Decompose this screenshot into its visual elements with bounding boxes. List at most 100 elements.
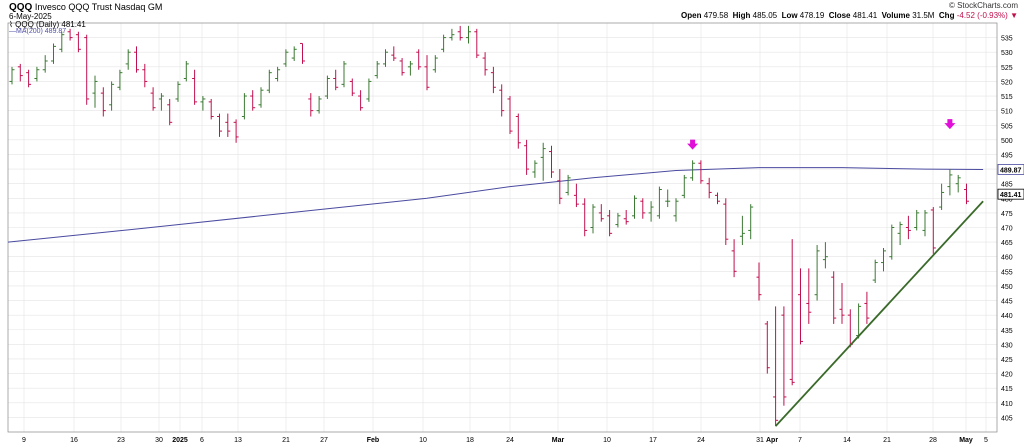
- ohlc-bar: [383, 49, 388, 67]
- legend-ma: —MA(200) 489.87: [9, 28, 66, 35]
- x-tick-label: 10: [419, 437, 427, 444]
- y-tick-label: 420: [1001, 372, 1013, 379]
- down-arrow-icon: [944, 119, 956, 130]
- ohlc-bar: [158, 93, 164, 111]
- ohlc-bar: [872, 259, 878, 284]
- low-label: Low: [781, 11, 798, 20]
- ohlc-bar: [9, 66, 15, 85]
- ohlc-bar: [100, 87, 106, 117]
- ohlc-bar: [300, 42, 305, 64]
- ohlc-bar: [125, 49, 131, 70]
- x-tick-label: 14: [843, 437, 851, 444]
- y-tick-label: 510: [1001, 109, 1013, 116]
- legend-price-icon: ⌇: [9, 20, 13, 29]
- ohlc-bar: [881, 247, 886, 272]
- ohlc-bar: [333, 69, 339, 91]
- ohlc-bar: [781, 306, 787, 406]
- y-tick-label: 470: [1001, 226, 1013, 233]
- ohlc-bar: [731, 239, 737, 278]
- y-tick-label: 515: [1001, 94, 1013, 101]
- ohlc-bars: [9, 25, 969, 427]
- ohlc-bar: [51, 43, 56, 64]
- ohlc-bar: [640, 198, 646, 219]
- ohlc-bar: [607, 209, 613, 237]
- legend-price-label: QQQ (Daily) 481.41: [15, 20, 86, 29]
- volume-value: 31.5M: [912, 11, 935, 20]
- ohlc-bar: [615, 212, 621, 228]
- y-tick-label: 425: [1001, 357, 1013, 364]
- ma-200-line: [7, 167, 984, 243]
- plot-frame: [7, 22, 998, 433]
- y-tick-label: 415: [1001, 386, 1013, 393]
- y-tick-label: 530: [1001, 50, 1013, 57]
- y-tick-label: 450: [1001, 284, 1013, 291]
- ohlc-bar: [822, 242, 828, 269]
- ohlc-bar: [142, 63, 148, 88]
- ohlc-bar: [540, 142, 546, 181]
- ohlc-bar: [441, 34, 447, 53]
- ohlc-bar: [324, 75, 330, 99]
- y-tick-label: 410: [1001, 401, 1013, 408]
- last-close-tag-box: [997, 188, 1024, 200]
- volume-label: Volume: [881, 11, 910, 20]
- ohlc-bar: [889, 224, 895, 260]
- ohlc-bar: [748, 204, 754, 240]
- ohlc-bar: [200, 96, 206, 111]
- x-tick-label: 9: [22, 437, 26, 444]
- ohlc-stats: Open 479.58 High 485.05 Low 478.19 Close…: [681, 11, 1018, 20]
- ohlc-bar: [698, 160, 704, 184]
- ohlc-bar: [109, 81, 115, 111]
- ohlc-bar: [490, 66, 496, 94]
- ohlc-bar: [217, 113, 222, 137]
- ohlc-bar: [225, 113, 231, 137]
- ohlc-bar: [308, 93, 314, 117]
- ohlc-bar: [432, 55, 438, 73]
- ohlc-bar: [964, 183, 969, 205]
- y-tick-label: 495: [1001, 152, 1013, 159]
- ohlc-bar: [524, 139, 530, 175]
- ohlc-bar: [839, 283, 845, 324]
- ohlc-bar: [947, 169, 953, 196]
- ma-value-tag-box: [997, 164, 1024, 175]
- x-tick-label: 28: [929, 437, 937, 444]
- ohlc-bar: [590, 204, 596, 234]
- support-trendline: [774, 200, 984, 427]
- ohlc-bar: [897, 221, 903, 246]
- ohlc-bar: [341, 60, 347, 88]
- close-value: 481.41: [852, 11, 878, 20]
- ohlc-bar: [905, 215, 911, 240]
- ohlc-bar: [798, 268, 803, 345]
- ohlc-bar: [955, 174, 961, 193]
- ohlc-bar: [42, 55, 48, 73]
- ohlc-bar: [930, 207, 936, 254]
- chg-label: Chg: [938, 11, 955, 20]
- ohlc-bar: [424, 55, 430, 91]
- chart-title: QQQ Invesco QQQ Trust Nasdaq GM: [9, 2, 162, 13]
- ohlc-bar: [864, 291, 870, 324]
- ohlc-bar: [258, 87, 264, 108]
- y-tick-label: 435: [1001, 328, 1013, 335]
- ohlc-bar: [499, 84, 505, 117]
- ohlc-bar: [565, 174, 571, 196]
- ohlc-bar: [117, 69, 123, 91]
- ohlc-bar: [275, 66, 281, 82]
- x-tick-label: 10: [603, 437, 611, 444]
- close-label: Close: [828, 11, 851, 20]
- ohlc-bar: [416, 49, 422, 70]
- ma-value-tag: 489.87: [1000, 167, 1022, 174]
- y-tick-label: 460: [1001, 255, 1013, 262]
- ohlc-bar: [17, 63, 23, 82]
- high-value: 485.05: [752, 11, 778, 20]
- ohlc-bar: [26, 69, 32, 88]
- x-tick-label: 21: [282, 437, 290, 444]
- ohlc-bar: [623, 209, 629, 225]
- ohlc-bar: [67, 28, 73, 41]
- ohlc-bar: [466, 25, 471, 44]
- symbol: QQQ: [9, 2, 33, 13]
- ohlc-bar: [656, 186, 662, 219]
- down-arrow-icon: [687, 139, 699, 150]
- y-tick-label: 500: [1001, 138, 1013, 145]
- ohlc-bar: [391, 46, 397, 61]
- x-tick-label: 27: [320, 437, 328, 444]
